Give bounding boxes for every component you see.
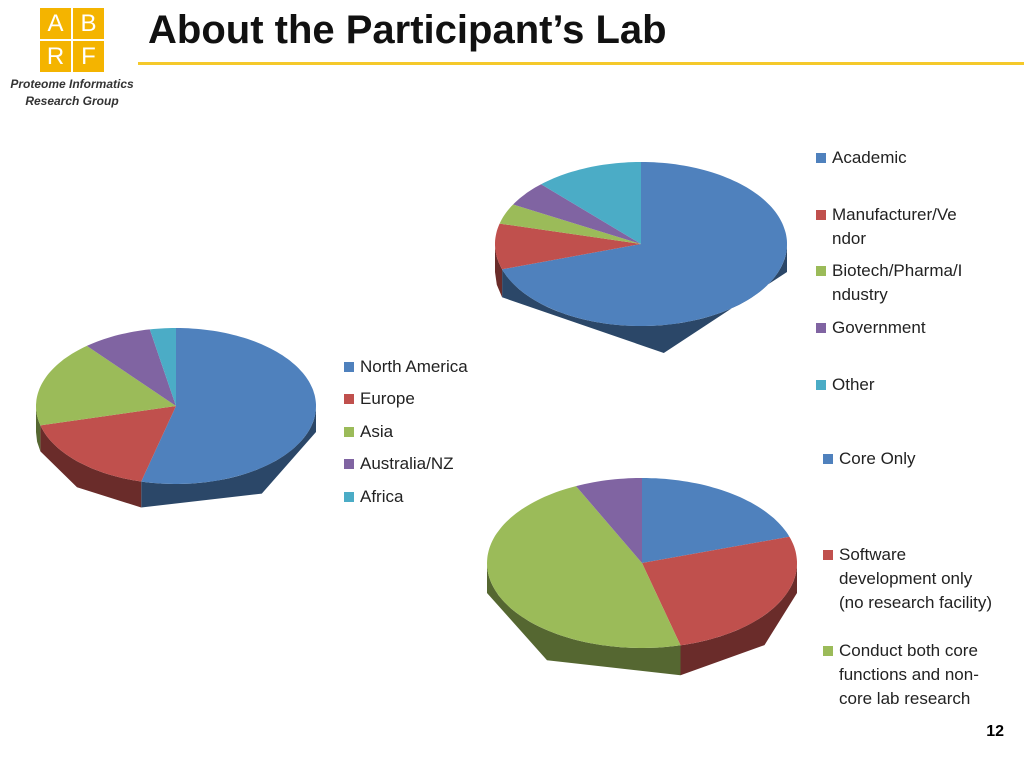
pie-side (36, 406, 41, 452)
legend-swatch (816, 210, 826, 220)
legend-label: Conduct both core functions and non-core… (839, 641, 979, 708)
pie-slice (487, 486, 681, 648)
legend-label: Academic (832, 148, 907, 167)
pie-slice (642, 478, 790, 563)
legend-item: Australia/NZ (344, 452, 504, 476)
pie-slice (40, 406, 177, 482)
legend-item: Software development only (no research f… (823, 543, 993, 615)
legend-item: North America (344, 355, 504, 379)
pie-slice (149, 328, 176, 406)
legend-swatch (344, 394, 354, 404)
legend-swatch (823, 646, 833, 656)
legend-label: Government (832, 318, 926, 337)
legend-swatch (816, 266, 826, 276)
group-name: Proteome Informatics (10, 77, 134, 91)
slide-title: About the Participant’s Lab (148, 8, 667, 52)
legend-label: Biotech/Pharma/Industry (832, 261, 963, 304)
legend-swatch (344, 427, 354, 437)
pie-slice (576, 478, 642, 563)
legend-label: Core Only (839, 449, 916, 468)
page-number: 12 (986, 723, 1004, 740)
legend-item: Government (816, 316, 966, 340)
pie-slice (499, 204, 641, 244)
pie-slice (86, 329, 176, 406)
legend-item: Africa (344, 485, 504, 509)
legend-item: Europe (344, 387, 504, 411)
legend-swatch (816, 153, 826, 163)
legend-label: Africa (360, 487, 404, 506)
legend-label: Other (832, 375, 875, 394)
legend-label: Software development only (no research f… (839, 545, 993, 612)
legend-label: Europe (360, 389, 415, 408)
logo-letter: R (40, 41, 71, 72)
pie-side (502, 244, 787, 353)
pie-side (495, 244, 503, 298)
legend-item: Conduct both core functions and non-core… (823, 639, 993, 711)
pie-slice (541, 162, 641, 244)
legend-label: Manufacturer/Vendor (832, 205, 957, 248)
pie-side (40, 425, 142, 508)
legend-label: Asia (360, 422, 394, 441)
pie-slice (141, 328, 316, 484)
legend-item: Biotech/Pharma/Industry (816, 259, 966, 307)
group-name: Research Group (25, 94, 119, 108)
legend-item: Manufacturer/Vendor (816, 203, 966, 251)
legend-item: Academic (816, 146, 966, 170)
pie-side (680, 563, 797, 676)
pie-slice (495, 223, 641, 270)
legend-swatch (816, 323, 826, 333)
pie-slice (642, 536, 797, 646)
legend-item: Asia (344, 420, 504, 444)
pie-slice (513, 184, 641, 244)
legend-swatch (823, 454, 833, 464)
legend-swatch (344, 459, 354, 469)
pie-slice (502, 162, 787, 326)
title-rule (138, 62, 1024, 65)
pie-slice (36, 345, 176, 426)
pie-side (487, 563, 681, 676)
legend-swatch (816, 380, 826, 390)
logo-letter: B (73, 8, 104, 39)
legend-item: Other (816, 373, 966, 397)
legend-swatch (344, 362, 354, 372)
pie-side (141, 406, 316, 508)
logo-letter: A (40, 8, 71, 39)
logo-letter: F (73, 41, 104, 72)
legend-label: North America (360, 357, 468, 376)
legend-swatch (344, 492, 354, 502)
legend-swatch (823, 550, 833, 560)
legend-item: Core Only (823, 447, 993, 471)
legend-label: Australia/NZ (360, 454, 454, 473)
